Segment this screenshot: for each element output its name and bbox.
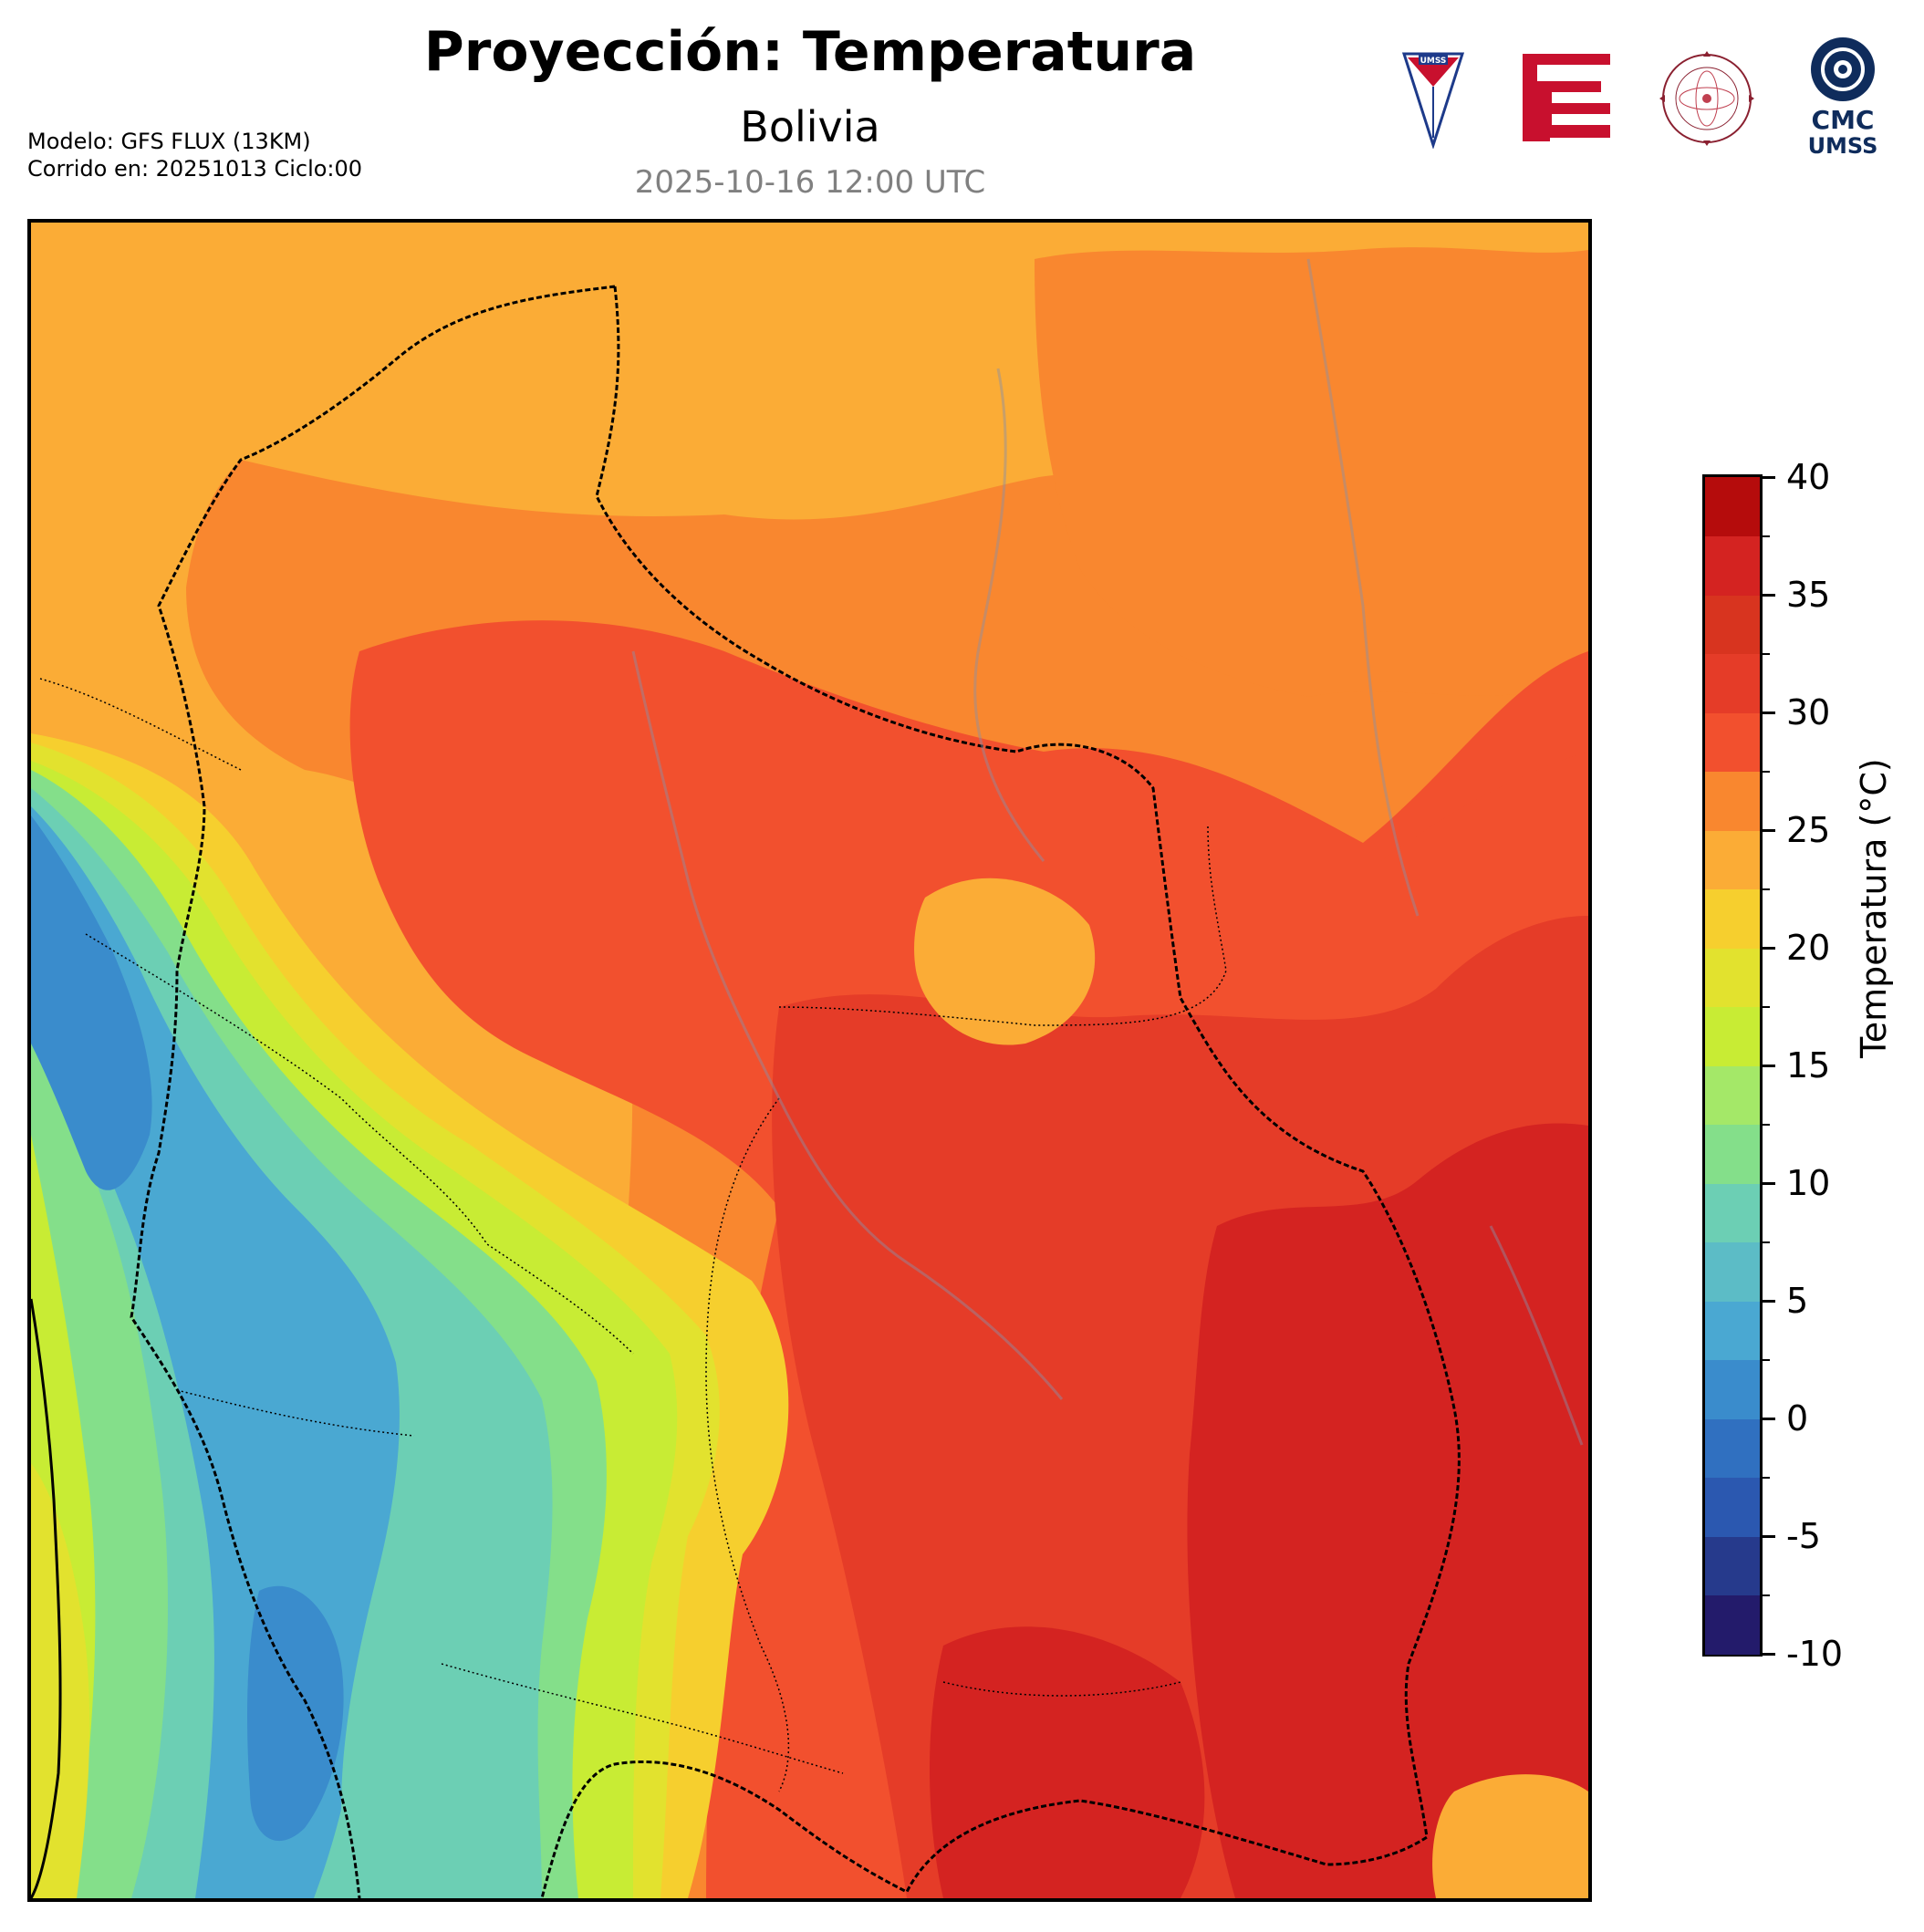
colorbar-minor-tick [1763, 1476, 1770, 1479]
colorbar-major-tick [1763, 1418, 1775, 1420]
colorbar-segment [1705, 888, 1760, 949]
colorbar-segment [1705, 1183, 1760, 1243]
zone-hot-northeast [1035, 247, 1588, 697]
valid-time: 2025-10-16 12:00 UTC [634, 164, 986, 201]
map-region: Bolivia [740, 102, 880, 151]
colorbar-minor-tick [1763, 1358, 1770, 1361]
colorbar-minor-tick [1763, 770, 1770, 773]
colorbar-segment [1705, 653, 1760, 713]
admin-boundaries [39, 678, 1227, 1792]
cmc-line2: UMSS [1808, 133, 1878, 159]
colorbar-minor-tick [1763, 1005, 1770, 1008]
colorbar-segment [1705, 712, 1760, 773]
model-line: Modelo: GFS FLUX (13KM) [27, 129, 311, 154]
colorbar-minor-tick [1763, 535, 1770, 537]
colorbar-tick-label: 5 [1786, 1281, 1809, 1321]
colorbar-title: Temperatura (°C) [1854, 758, 1894, 1058]
colorbar-tick-label: 35 [1786, 575, 1831, 615]
colorbar-major-tick [1763, 1300, 1775, 1303]
zone-extreme-east [1187, 1123, 1588, 1898]
map-title: Proyección: Temperatura [423, 20, 1197, 84]
colorbar-tick-label: 20 [1786, 928, 1831, 968]
colorbar-segment [1705, 1594, 1760, 1655]
colorbar-major-tick [1763, 594, 1775, 597]
colorbar-segment [1705, 1359, 1760, 1419]
umss-shield-text: UMSS [1420, 57, 1447, 66]
colorbar-major-tick [1763, 1182, 1775, 1185]
colorbar-segment [1705, 535, 1760, 596]
colorbar-minor-tick [1763, 1594, 1770, 1596]
colorbar-minor-tick [1763, 1123, 1770, 1126]
colorbar [1702, 474, 1763, 1657]
colorbar-major-tick [1763, 1653, 1775, 1656]
colorbar-segment [1705, 830, 1760, 890]
colorbar-minor-tick [1763, 888, 1770, 890]
run-line: Corrido en: 20251013 Ciclo:00 [27, 156, 363, 182]
colorbar-major-tick [1763, 829, 1775, 832]
cmc-line1: CMC [1812, 105, 1875, 135]
pacific-coastline [31, 1298, 62, 1898]
cmc-umss-logo: CMC UMSS [1808, 37, 1878, 159]
colorbar-segment [1705, 1124, 1760, 1184]
colorbar-segment [1705, 1418, 1760, 1479]
colorbar-minor-tick [1763, 652, 1770, 655]
colorbar-segment [1705, 1065, 1760, 1126]
zone-coldest [31, 815, 152, 1190]
colorbar-segment [1705, 1006, 1760, 1066]
colorbar-segment [1705, 1536, 1760, 1596]
colorbar-tick-label: 25 [1786, 810, 1831, 850]
colorbar-tick-label: -10 [1786, 1634, 1844, 1674]
colorbar-tick-label: 0 [1786, 1398, 1809, 1439]
colorbar-major-tick [1763, 476, 1775, 479]
bolivia-border [130, 285, 1461, 1898]
colorbar-major-tick [1763, 947, 1775, 950]
engineering-faculty-logo [1519, 50, 1615, 146]
zone-coldest-south [247, 1585, 344, 1842]
colorbar-segment [1705, 477, 1760, 537]
colorbar-segment [1705, 595, 1760, 655]
colorbar-segment [1705, 1301, 1760, 1361]
zone-extreme-southwest [930, 1626, 1205, 1898]
zone-warm-islands [914, 878, 1096, 1045]
colorbar-segment [1705, 948, 1760, 1008]
colorbar-tick-label: 30 [1786, 692, 1831, 732]
colorbar-tick-label: -5 [1786, 1516, 1821, 1556]
colorbar-major-tick [1763, 712, 1775, 714]
colorbar-minor-tick [1763, 1241, 1770, 1243]
colorbar-tick-label: 15 [1786, 1045, 1831, 1085]
rivers [631, 258, 1584, 1446]
physics-department-seal-logo [1659, 51, 1754, 146]
colorbar-major-tick [1763, 1065, 1775, 1067]
colorbar-major-tick [1763, 1535, 1775, 1538]
colorbar-segment [1705, 771, 1760, 831]
colorbar-tick-label: 40 [1786, 457, 1831, 497]
model-info: Modelo: GFS FLUX (13KM) Corrido en: 2025… [27, 128, 362, 182]
colorbar-segment [1705, 1477, 1760, 1537]
umss-shield-logo: UMSS [1401, 52, 1465, 149]
colorbar-tick-label: 10 [1786, 1163, 1831, 1203]
zone-southeast-warm [1432, 1774, 1588, 1898]
colorbar-segment [1705, 1241, 1760, 1302]
temperature-map[interactable] [27, 219, 1592, 1902]
